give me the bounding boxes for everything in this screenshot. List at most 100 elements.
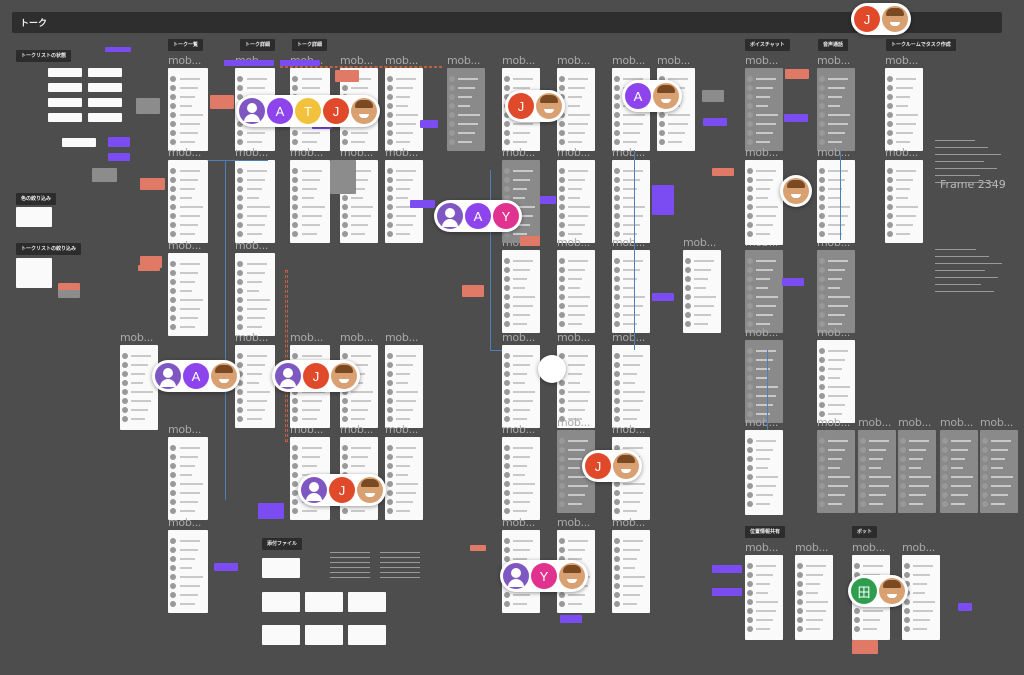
mobile-frame[interactable]	[557, 250, 595, 333]
component-frame[interactable]	[348, 592, 386, 612]
sticky-note[interactable]	[852, 640, 878, 654]
mobile-frame[interactable]	[817, 340, 855, 423]
mobile-frame[interactable]	[168, 253, 208, 336]
component-frame[interactable]	[48, 68, 82, 77]
component-frame[interactable]	[48, 83, 82, 92]
sticky-note[interactable]	[712, 565, 742, 573]
mobile-frame[interactable]	[745, 430, 783, 515]
sticky-note[interactable]	[138, 265, 160, 271]
mobile-frame[interactable]	[502, 250, 540, 333]
mobile-frame[interactable]	[817, 430, 855, 513]
text-line	[351, 364, 369, 366]
mobile-frame[interactable]	[385, 437, 423, 520]
component-frame[interactable]	[48, 98, 82, 107]
mobile-frame[interactable]	[447, 68, 485, 151]
sticky-note[interactable]	[785, 69, 809, 79]
text-line	[180, 558, 195, 560]
sticky-note[interactable]	[462, 285, 484, 297]
sticky-note[interactable]	[92, 168, 117, 182]
mobile-frame[interactable]	[168, 437, 208, 520]
mobile-frame[interactable]	[168, 160, 208, 243]
sticky-note[interactable]	[224, 60, 274, 66]
mobile-frame[interactable]	[612, 530, 650, 613]
mobile-frame[interactable]	[290, 160, 330, 243]
sticky-note[interactable]	[520, 236, 540, 246]
mobile-frame[interactable]	[795, 555, 833, 640]
mobile-frame[interactable]	[385, 68, 423, 151]
sticky-note[interactable]	[702, 90, 724, 102]
component-frame[interactable]	[88, 98, 122, 107]
mobile-frame[interactable]	[557, 345, 595, 428]
mobile-frame[interactable]	[902, 555, 940, 640]
sticky-note[interactable]	[958, 603, 972, 611]
mobile-frame[interactable]	[502, 437, 540, 520]
frame-title[interactable]: Frame 2349	[940, 178, 1006, 191]
sticky-note[interactable]	[108, 137, 130, 147]
component-frame[interactable]	[88, 113, 122, 122]
mobile-frame[interactable]	[745, 68, 783, 151]
sticky-note[interactable]	[560, 615, 582, 623]
mobile-frame[interactable]	[235, 253, 275, 336]
sticky-note[interactable]	[410, 200, 435, 208]
sticky-note[interactable]	[105, 47, 131, 52]
component-frame[interactable]	[348, 625, 386, 645]
mobile-frame[interactable]	[745, 555, 783, 640]
sticky-note[interactable]	[214, 563, 238, 571]
component-frame[interactable]	[62, 138, 96, 147]
sticky-note[interactable]	[712, 588, 742, 596]
component-frame[interactable]	[48, 113, 82, 122]
mobile-frame[interactable]	[120, 345, 158, 430]
sticky-note[interactable]	[280, 60, 320, 66]
mobile-frame[interactable]	[683, 250, 721, 333]
sticky-note[interactable]	[652, 293, 674, 301]
sticky-note[interactable]	[784, 114, 808, 122]
mobile-frame[interactable]	[168, 530, 208, 613]
sticky-note[interactable]	[712, 168, 734, 176]
sticky-note[interactable]	[108, 153, 130, 161]
component-frame[interactable]	[262, 625, 300, 645]
component-frame[interactable]	[88, 83, 122, 92]
mobile-frame[interactable]	[612, 345, 650, 428]
component-frame[interactable]	[88, 68, 122, 77]
mobile-frame[interactable]	[885, 160, 923, 243]
mobile-frame[interactable]	[612, 250, 650, 333]
sticky-note[interactable]	[703, 118, 727, 126]
sticky-note[interactable]	[420, 120, 438, 128]
component-frame[interactable]	[16, 258, 52, 288]
sticky-note[interactable]	[782, 278, 804, 286]
mobile-frame[interactable]	[745, 160, 783, 245]
mobile-frame[interactable]	[612, 160, 650, 243]
mobile-frame[interactable]	[858, 430, 896, 513]
sticky-note[interactable]	[470, 545, 486, 551]
mobile-frame[interactable]	[385, 345, 423, 428]
sticky-note[interactable]	[58, 290, 80, 298]
mobile-frame[interactable]	[885, 68, 923, 151]
mobile-frame[interactable]	[980, 430, 1018, 513]
mobile-frame[interactable]	[557, 160, 595, 243]
mobile-frame[interactable]	[168, 68, 208, 151]
mobile-frame[interactable]	[745, 250, 783, 333]
mobile-frame[interactable]	[745, 340, 783, 423]
mobile-frame[interactable]	[235, 160, 275, 243]
mobile-frame[interactable]	[817, 160, 855, 243]
component-frame[interactable]	[305, 592, 343, 612]
component-frame[interactable]	[262, 592, 300, 612]
sticky-note[interactable]	[136, 98, 160, 114]
sticky-note[interactable]	[258, 503, 284, 519]
component-frame[interactable]	[262, 558, 300, 578]
sticky-note[interactable]	[140, 178, 165, 190]
component-frame[interactable]	[16, 207, 52, 227]
mobile-frame[interactable]	[817, 250, 855, 333]
mobile-frame[interactable]	[235, 345, 275, 428]
mobile-frame[interactable]	[898, 430, 936, 513]
sticky-note[interactable]	[540, 196, 556, 204]
component-frame[interactable]	[305, 625, 343, 645]
mobile-frame[interactable]	[940, 430, 978, 513]
mobile-frame[interactable]	[502, 345, 540, 428]
sticky-note[interactable]	[335, 70, 359, 82]
sticky-note[interactable]	[652, 185, 674, 215]
mobile-frame[interactable]	[817, 68, 855, 151]
sticky-note[interactable]	[210, 95, 234, 109]
mobile-frame[interactable]	[385, 160, 423, 243]
sticky-note[interactable]	[330, 160, 356, 194]
